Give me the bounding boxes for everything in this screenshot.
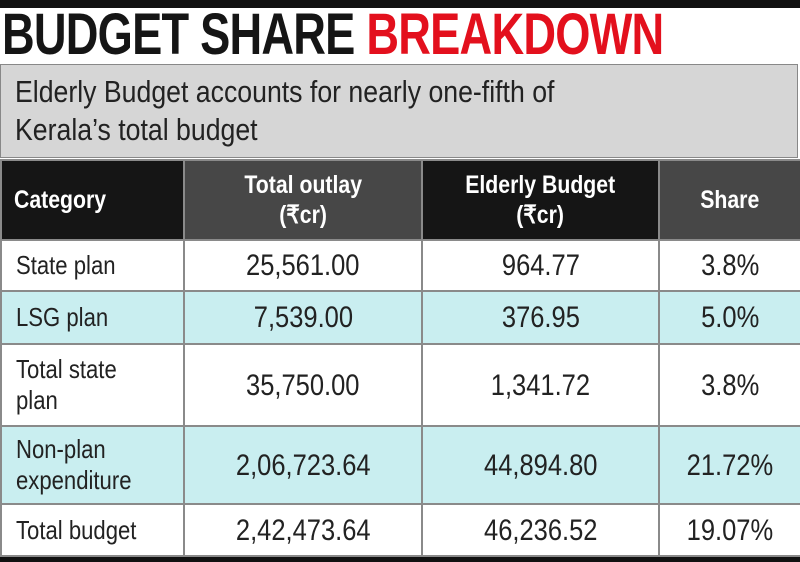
cell-total-outlay: 25,561.00 (183, 239, 423, 292)
header-label: Share (700, 186, 760, 214)
cell-elderly-budget: 46,236.52 (421, 503, 660, 557)
cell-elderly-budget: 1,341.72 (421, 343, 660, 427)
table-row: LSG plan 7,539.00 376.95 5.0% (0, 290, 800, 345)
header-label: Elderly Budget (465, 171, 616, 199)
cell-share: 21.72% (658, 425, 800, 505)
cell-text: Total state plan (16, 354, 117, 415)
cell-text: 35,750.00 (246, 368, 360, 402)
title-part-red: BREAKDOWN (366, 2, 664, 67)
cell-total-outlay: 2,42,473.64 (183, 503, 423, 557)
cell-share: 3.8% (658, 239, 800, 292)
table-row: Non-plan expenditure 2,06,723.64 44,894.80… (0, 425, 800, 505)
cell-text: 2,42,473.64 (235, 513, 371, 547)
cell-elderly-budget: 376.95 (421, 290, 660, 345)
table-header-row: Category Total outlay (₹cr) Elderly Budge… (0, 159, 800, 241)
subtitle-box: Elderly Budget accounts for nearly one-f… (0, 64, 798, 158)
subtitle-line-2: Kerala’s total budget (15, 112, 258, 147)
cell-text: 44,894.80 (483, 448, 598, 482)
header-unit: (₹cr) (516, 201, 565, 229)
cell-text: 964.77 (501, 249, 580, 282)
column-header-category: Category (0, 159, 185, 241)
top-rule (0, 0, 800, 8)
cell-text: 3.8% (700, 368, 760, 402)
bottom-rule (0, 557, 800, 562)
column-header-elderly-budget: Elderly Budget (₹cr) (421, 159, 660, 241)
title-part-black: BUDGET SHARE (2, 2, 367, 67)
cell-category: Total state plan (0, 343, 185, 427)
cell-text: Non-plan expenditure (16, 434, 132, 495)
subtitle-line-1: Elderly Budget accounts for nearly one-f… (15, 74, 555, 109)
column-header-total-outlay: Total outlay (₹cr) (183, 159, 423, 241)
cell-elderly-budget: 44,894.80 (421, 425, 660, 505)
cell-text: 376.95 (501, 301, 580, 334)
cell-text: 19.07% (686, 513, 774, 547)
cell-text: 5.0% (700, 301, 760, 334)
budget-table: Category Total outlay (₹cr) Elderly Budge… (0, 159, 800, 557)
cell-category: State plan (0, 239, 185, 292)
table-row: Total budget 2,42,473.64 46,236.52 19.07% (0, 503, 800, 557)
header-label: Total outlay (244, 171, 362, 199)
cell-text: 2,06,723.64 (235, 448, 371, 482)
cell-text: State plan (16, 250, 116, 280)
cell-text: 25,561.00 (246, 249, 360, 282)
cell-text: 46,236.52 (483, 513, 598, 547)
page-title: BUDGET SHARE BREAKDOWN (2, 6, 664, 64)
table-row: State plan 25,561.00 964.77 3.8% (0, 239, 800, 292)
cell-text: LSG plan (16, 302, 109, 332)
cell-text: Total budget (16, 514, 137, 545)
cell-total-outlay: 7,539.00 (183, 290, 423, 345)
cell-share: 19.07% (658, 503, 800, 557)
cell-total-outlay: 35,750.00 (183, 343, 423, 427)
cell-category: Total budget (0, 503, 185, 557)
cell-share: 3.8% (658, 343, 800, 427)
cell-text: 7,539.00 (253, 301, 353, 334)
cell-elderly-budget: 964.77 (421, 239, 660, 292)
table-row: Total state plan 35,750.00 1,341.72 3.8% (0, 343, 800, 427)
cell-category: LSG plan (0, 290, 185, 345)
cell-total-outlay: 2,06,723.64 (183, 425, 423, 505)
subtitle: Elderly Budget accounts for nearly one-f… (15, 73, 554, 149)
cell-text: 1,341.72 (490, 368, 591, 402)
column-header-share: Share (658, 159, 800, 241)
cell-share: 5.0% (658, 290, 800, 345)
header-label: Category (14, 186, 107, 214)
header-unit: (₹cr) (279, 201, 327, 229)
cell-text: 21.72% (686, 448, 774, 482)
cell-category: Non-plan expenditure (0, 425, 185, 505)
cell-text: 3.8% (700, 249, 760, 282)
